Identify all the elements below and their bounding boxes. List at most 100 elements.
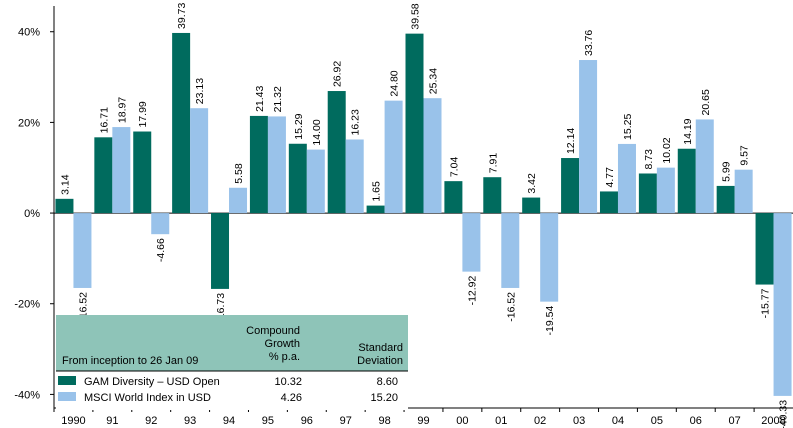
x-tick-label: 07 <box>729 415 741 427</box>
x-tick-label: 04 <box>612 415 624 427</box>
y-tick-label: -40% <box>14 389 40 401</box>
bar-msci <box>734 169 753 214</box>
table-header-left: From inception to 26 Jan 09 <box>62 355 198 367</box>
data-label: 16.23 <box>350 109 362 135</box>
data-label: 5.58 <box>233 163 245 184</box>
bar-msci <box>579 60 598 214</box>
x-tick-label: 03 <box>573 415 585 427</box>
data-label: 12.14 <box>565 128 577 154</box>
bar-gam <box>561 158 580 214</box>
data-label: 3.42 <box>526 173 538 194</box>
data-label: 4.77 <box>604 167 616 188</box>
bar-msci <box>501 213 520 288</box>
data-label: -4.66 <box>155 238 167 262</box>
data-label: 9.57 <box>739 145 751 166</box>
data-label: 23.13 <box>194 78 206 104</box>
bar-msci <box>540 213 559 302</box>
y-tick-label: 20% <box>18 117 40 129</box>
legend-swatch <box>58 376 76 385</box>
bar-gam <box>172 32 191 214</box>
bar-gam <box>755 213 774 285</box>
table-header <box>56 315 408 371</box>
data-label: 14.00 <box>311 119 323 145</box>
bar-msci <box>695 119 714 214</box>
data-label: 3.14 <box>59 174 71 195</box>
y-tick-label: 40% <box>18 27 40 39</box>
bar-gam <box>55 198 74 214</box>
bar-gam <box>444 181 463 214</box>
x-tick-label: 94 <box>223 415 235 427</box>
bar-gam <box>638 173 657 214</box>
x-tick-label: 2008 <box>761 415 785 427</box>
bar-gam <box>133 131 152 214</box>
growth-value: 10.32 <box>274 376 302 388</box>
x-tick-label: 93 <box>184 415 196 427</box>
bar-gam <box>483 177 502 214</box>
x-tick-label: 02 <box>534 415 546 427</box>
bar-gam <box>327 91 346 214</box>
bar-msci <box>345 139 364 214</box>
bar-msci <box>617 143 636 214</box>
bar-msci <box>462 213 481 272</box>
data-label: -16.52 <box>505 292 517 322</box>
bar-msci <box>656 167 675 214</box>
x-tick-label: 01 <box>495 415 507 427</box>
bar-gam <box>366 205 385 214</box>
deviation-header: Deviation <box>357 355 403 367</box>
data-label: 21.32 <box>272 86 284 112</box>
data-label: -40.33 <box>778 400 790 428</box>
legend-label: GAM Diversity – USD Open <box>84 376 220 388</box>
data-label: 14.19 <box>682 118 694 144</box>
growth-header: Compound <box>246 325 300 337</box>
data-label: 26.92 <box>332 61 344 87</box>
deviation-value: 8.60 <box>377 376 398 388</box>
data-label: -15.77 <box>760 288 772 318</box>
data-label: -16.52 <box>77 292 89 322</box>
deviation-header: Standard <box>358 342 403 354</box>
y-tick-label: -20% <box>14 299 40 311</box>
growth-header: % p.a. <box>269 351 300 363</box>
x-tick-label: 96 <box>301 415 313 427</box>
bar-msci <box>73 213 92 288</box>
data-label: 39.58 <box>410 3 422 29</box>
data-label: -12.92 <box>466 275 478 305</box>
data-label: 7.91 <box>487 153 499 174</box>
legend-swatch <box>58 392 76 401</box>
data-label: 15.29 <box>293 113 305 139</box>
data-label: -19.54 <box>544 305 556 335</box>
data-label: 39.73 <box>176 3 188 29</box>
bar-msci <box>773 213 792 396</box>
x-tick-label: 00 <box>456 415 468 427</box>
growth-value: 4.26 <box>281 392 302 404</box>
bar-gam <box>599 191 618 214</box>
bar-gam <box>522 197 541 214</box>
bar-gam <box>94 137 113 214</box>
bar-msci <box>306 149 325 214</box>
bar-gam <box>405 33 424 214</box>
data-label: 7.04 <box>448 157 460 178</box>
bar-gam <box>716 185 735 214</box>
data-label: 33.76 <box>583 30 595 56</box>
data-label: 17.99 <box>137 101 149 127</box>
data-label: 15.25 <box>622 113 634 139</box>
data-label: 18.97 <box>116 97 128 123</box>
data-label: 16.71 <box>98 107 110 133</box>
x-tick-label: 91 <box>106 415 118 427</box>
x-tick-label: 97 <box>340 415 352 427</box>
x-tick-label: 98 <box>378 415 390 427</box>
growth-header: Growth <box>265 338 300 350</box>
data-label: 20.65 <box>700 89 712 115</box>
x-tick-label: 1990 <box>61 415 85 427</box>
data-label: 24.80 <box>389 70 401 96</box>
data-label: 1.65 <box>371 181 383 202</box>
bar-msci <box>229 187 248 214</box>
x-tick-label: 06 <box>690 415 702 427</box>
legend-label: MSCI World Index in USD <box>84 392 211 404</box>
bar-gam <box>288 143 307 214</box>
bar-msci <box>190 108 209 214</box>
bar-msci <box>151 213 170 235</box>
bar-msci <box>423 98 442 214</box>
bar-gam <box>677 148 696 214</box>
